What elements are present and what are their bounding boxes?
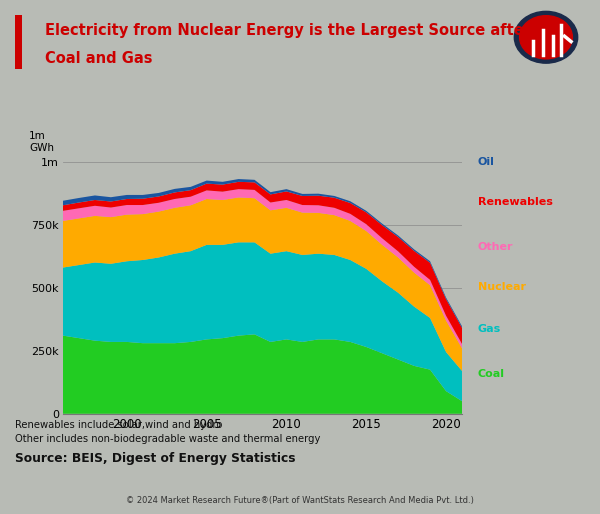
Text: Nuclear: Nuclear <box>478 282 526 292</box>
Text: 1m
GWh: 1m GWh <box>29 131 54 153</box>
Circle shape <box>514 11 578 63</box>
Text: Gas: Gas <box>478 324 501 334</box>
Circle shape <box>520 16 572 59</box>
Text: Coal: Coal <box>478 369 505 379</box>
Text: Other: Other <box>478 242 514 252</box>
Text: Source: BEIS, Digest of Energy Statistics: Source: BEIS, Digest of Energy Statistic… <box>15 452 296 465</box>
Text: © 2024 Market Research Future®(Part of WantStats Research And Media Pvt. Ltd.): © 2024 Market Research Future®(Part of W… <box>126 495 474 505</box>
Text: Coal and Gas: Coal and Gas <box>45 51 152 66</box>
Text: Renewables: Renewables <box>478 197 553 207</box>
Text: Renewables include solar,wind and hydro: Renewables include solar,wind and hydro <box>15 420 223 430</box>
Text: Oil: Oil <box>478 157 495 167</box>
Text: Electricity from Nuclear Energy is the Largest Source after: Electricity from Nuclear Energy is the L… <box>45 23 531 38</box>
Text: Other includes non-biodegradable waste and thermal energy: Other includes non-biodegradable waste a… <box>15 434 320 444</box>
